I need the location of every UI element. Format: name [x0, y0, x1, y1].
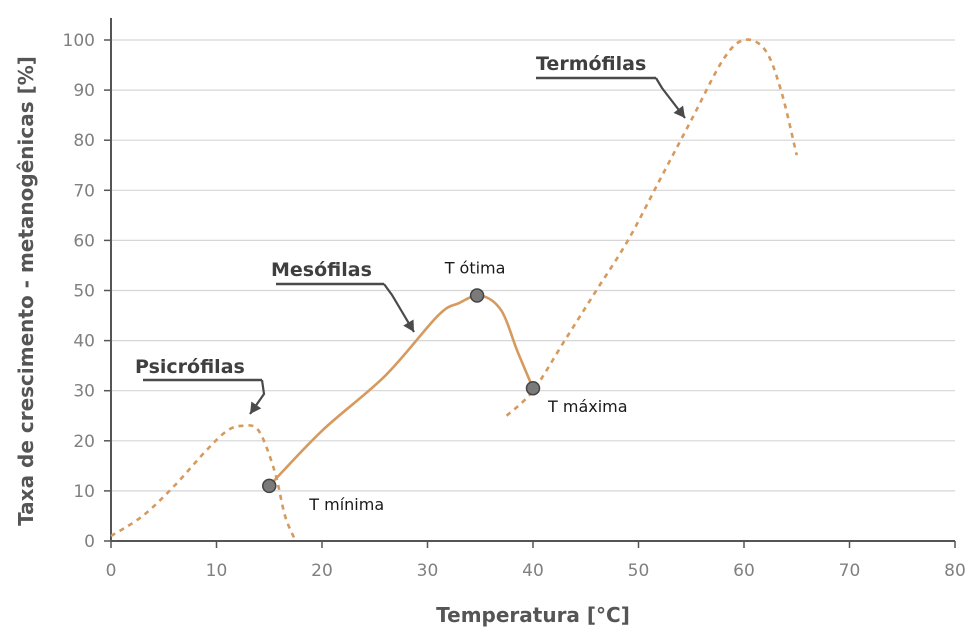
- y-tick-label-40: 40: [73, 332, 95, 352]
- x-tick-label-80: 80: [944, 561, 966, 581]
- y-tick-label-50: 50: [73, 282, 95, 302]
- x-tick-labels: 0 10 20 30 40 50 60 70 80: [106, 541, 966, 581]
- group-label-0: Psicrófilas: [135, 356, 245, 378]
- gridlines: [111, 39, 955, 492]
- group-arrowhead-0: [250, 401, 262, 414]
- series-line-2: [505, 38, 799, 417]
- y-tick-label-10: 10: [73, 482, 95, 502]
- x-axis-title: Temperatura [°C]: [436, 603, 630, 627]
- point-label-1: T ótima: [444, 259, 506, 278]
- group-label-2: Termófilas: [536, 53, 646, 75]
- y-tick-labels: 0 10 20 30 40 50 60 70 80 90 100: [63, 31, 111, 552]
- y-tick-label-80: 80: [73, 131, 95, 151]
- series-line-1: [268, 294, 535, 487]
- point-labels: T mínima T ótima T máxima: [308, 259, 627, 514]
- x-tick-label-20: 20: [311, 561, 333, 581]
- group-pointer-2: [655, 77, 686, 119]
- y-tick-label-70: 70: [73, 181, 95, 201]
- y-tick-label-20: 20: [73, 432, 95, 452]
- x-tick-label-60: 60: [733, 561, 755, 581]
- group-labels: Psicrófilas Mesófilas Termófilas: [135, 53, 686, 415]
- point-marker-2: [525, 380, 541, 396]
- y-tick-label-60: 60: [73, 231, 95, 251]
- x-tick-label-10: 10: [206, 561, 228, 581]
- point-marker-1: [469, 288, 485, 303]
- group-arrowhead-1: [403, 319, 414, 332]
- group-pointer-1: [383, 283, 415, 333]
- x-tick-label-50: 50: [628, 561, 650, 581]
- axes: [110, 18, 955, 542]
- markers: [262, 288, 541, 494]
- y-tick-label-30: 30: [73, 382, 95, 402]
- x-tick-label-0: 0: [106, 561, 117, 581]
- x-tick-label-40: 40: [522, 561, 544, 581]
- point-label-2: T máxima: [547, 397, 628, 416]
- x-tick-label-30: 30: [417, 561, 439, 581]
- x-tick-label-70: 70: [839, 561, 861, 581]
- y-tick-label-0: 0: [84, 532, 95, 552]
- y-tick-label-100: 100: [63, 31, 95, 51]
- point-label-0: T mínima: [308, 495, 384, 514]
- point-marker-0: [262, 478, 277, 494]
- y-axis-title: Taxa de crescimento - metanogênicas [%]: [14, 56, 38, 526]
- group-arrowhead-2: [673, 105, 685, 118]
- curves: [110, 38, 799, 542]
- y-tick-label-90: 90: [73, 81, 95, 101]
- group-label-1: Mesófilas: [271, 259, 372, 281]
